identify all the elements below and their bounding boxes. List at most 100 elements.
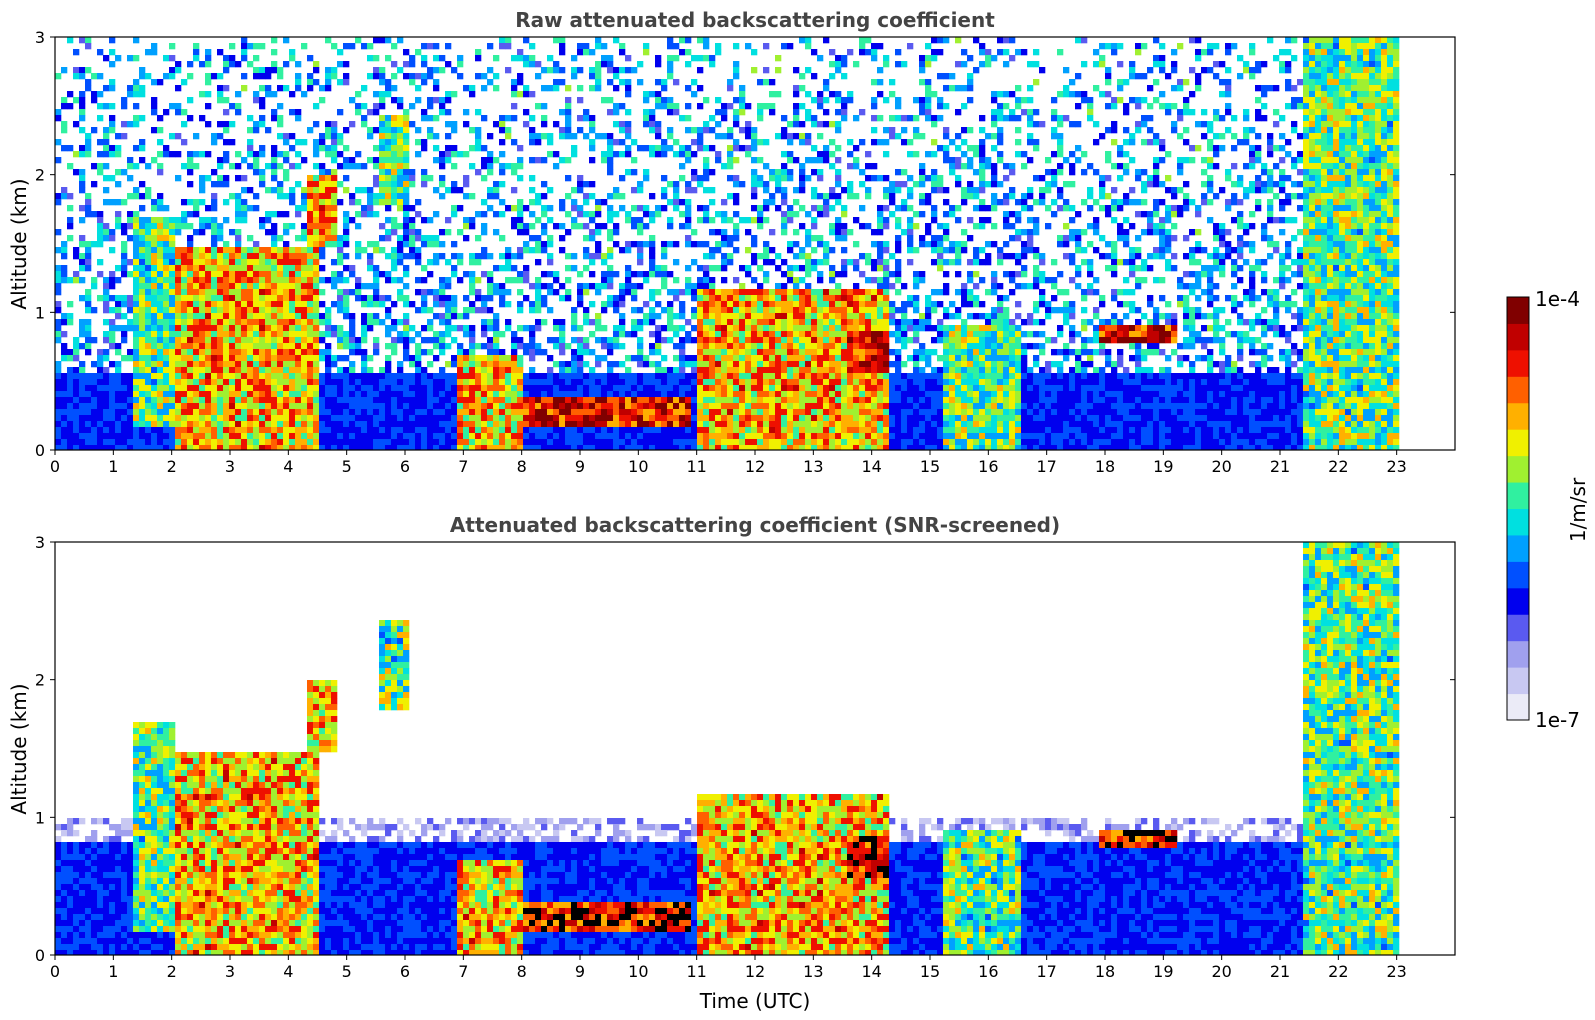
heatmap-cell <box>703 361 710 368</box>
heatmap-cell <box>403 271 410 278</box>
heatmap-cell <box>385 91 392 98</box>
heatmap-cell <box>781 343 788 350</box>
heatmap-cell <box>673 313 680 320</box>
heatmap-cell <box>139 247 146 254</box>
heatmap-cell <box>325 181 332 188</box>
heatmap-cell <box>145 235 152 242</box>
heatmap-cell <box>625 121 632 128</box>
heatmap-cell <box>109 421 116 428</box>
heatmap-cell <box>253 295 260 302</box>
heatmap-cell <box>373 385 380 392</box>
heatmap-cell <box>181 355 188 362</box>
heatmap-cell <box>679 211 686 218</box>
heatmap-cell <box>391 187 398 194</box>
heatmap-cell <box>151 379 158 386</box>
heatmap-cell <box>595 67 602 74</box>
heatmap-cell <box>517 211 524 218</box>
heatmap-cell <box>781 421 788 428</box>
heatmap-cell <box>733 301 740 308</box>
heatmap-cell <box>577 181 584 188</box>
heatmap-cell <box>403 73 410 80</box>
heatmap-cell <box>187 235 194 242</box>
heatmap-cell <box>751 139 758 146</box>
heatmap-cell <box>133 373 140 380</box>
heatmap-cell <box>715 313 722 320</box>
heatmap-cell <box>175 367 182 374</box>
heatmap-cell <box>649 241 656 248</box>
heatmap-cell <box>127 397 134 404</box>
heatmap-cell <box>373 163 380 170</box>
heatmap-cell <box>145 403 152 410</box>
heatmap-cell <box>733 313 740 320</box>
heatmap-cell <box>649 151 656 158</box>
heatmap-cell <box>769 361 776 368</box>
heatmap-cell <box>139 115 146 122</box>
heatmap-cell <box>421 145 428 152</box>
heatmap-cell <box>259 355 266 362</box>
heatmap-cell <box>157 271 164 278</box>
heatmap-cell <box>649 253 656 260</box>
heatmap-cell <box>775 445 782 450</box>
heatmap-cell <box>727 361 734 368</box>
heatmap-cell <box>637 325 644 332</box>
heatmap-cell <box>763 439 770 446</box>
heatmap-cell <box>187 199 194 206</box>
heatmap-cell <box>193 379 200 386</box>
heatmap-cell <box>55 445 62 450</box>
heatmap-cell <box>481 439 488 446</box>
heatmap-cell <box>97 241 104 248</box>
heatmap-cell <box>253 55 260 62</box>
heatmap-cell <box>403 115 410 122</box>
heatmap-cell <box>481 331 488 338</box>
heatmap-cell <box>421 427 428 434</box>
heatmap-cell <box>217 97 224 104</box>
heatmap-cell <box>139 307 146 314</box>
heatmap-cell <box>517 445 524 450</box>
heatmap-cell <box>469 223 476 230</box>
heatmap-cell <box>673 355 680 362</box>
heatmap-cell <box>133 91 140 98</box>
heatmap-cell <box>733 433 740 440</box>
heatmap-cell <box>151 307 158 314</box>
heatmap-cell <box>601 385 608 392</box>
heatmap-cell <box>691 403 698 410</box>
heatmap-cell <box>139 217 146 224</box>
heatmap-cell <box>361 247 368 254</box>
heatmap-cell <box>535 415 542 422</box>
heatmap-cell <box>187 355 194 362</box>
heatmap-cell <box>547 445 554 450</box>
heatmap-cell <box>127 421 134 428</box>
heatmap-cell <box>331 205 338 212</box>
heatmap-cell <box>787 349 794 356</box>
heatmap-cell <box>163 241 170 248</box>
heatmap-cell <box>679 301 686 308</box>
heatmap-cell <box>115 151 122 158</box>
heatmap-cell <box>283 277 290 284</box>
heatmap-cell <box>331 391 338 398</box>
heatmap-cell <box>217 157 224 164</box>
heatmap-cell <box>67 433 74 440</box>
heatmap-cell <box>637 415 644 422</box>
heatmap-cell <box>211 403 218 410</box>
heatmap-cell <box>205 289 212 296</box>
heatmap-cell <box>619 43 626 50</box>
heatmap-cell <box>733 61 740 68</box>
heatmap-cell <box>421 445 428 450</box>
heatmap-cell <box>583 445 590 450</box>
heatmap-cell <box>187 211 194 218</box>
heatmap-cell <box>61 265 68 272</box>
heatmap-cell <box>415 445 422 450</box>
heatmap-cell <box>121 385 128 392</box>
heatmap-cell <box>163 265 170 272</box>
heatmap-cell <box>127 163 134 170</box>
heatmap-cell <box>487 421 494 428</box>
heatmap-cell <box>559 319 566 326</box>
heatmap-cell <box>649 391 656 398</box>
heatmap-cell <box>379 37 386 44</box>
heatmap-cell <box>265 415 272 422</box>
heatmap-cell <box>145 349 152 356</box>
heatmap-cell <box>325 169 332 176</box>
heatmap-cell <box>721 241 728 248</box>
heatmap-cell <box>229 103 236 110</box>
heatmap-cell <box>757 205 764 212</box>
